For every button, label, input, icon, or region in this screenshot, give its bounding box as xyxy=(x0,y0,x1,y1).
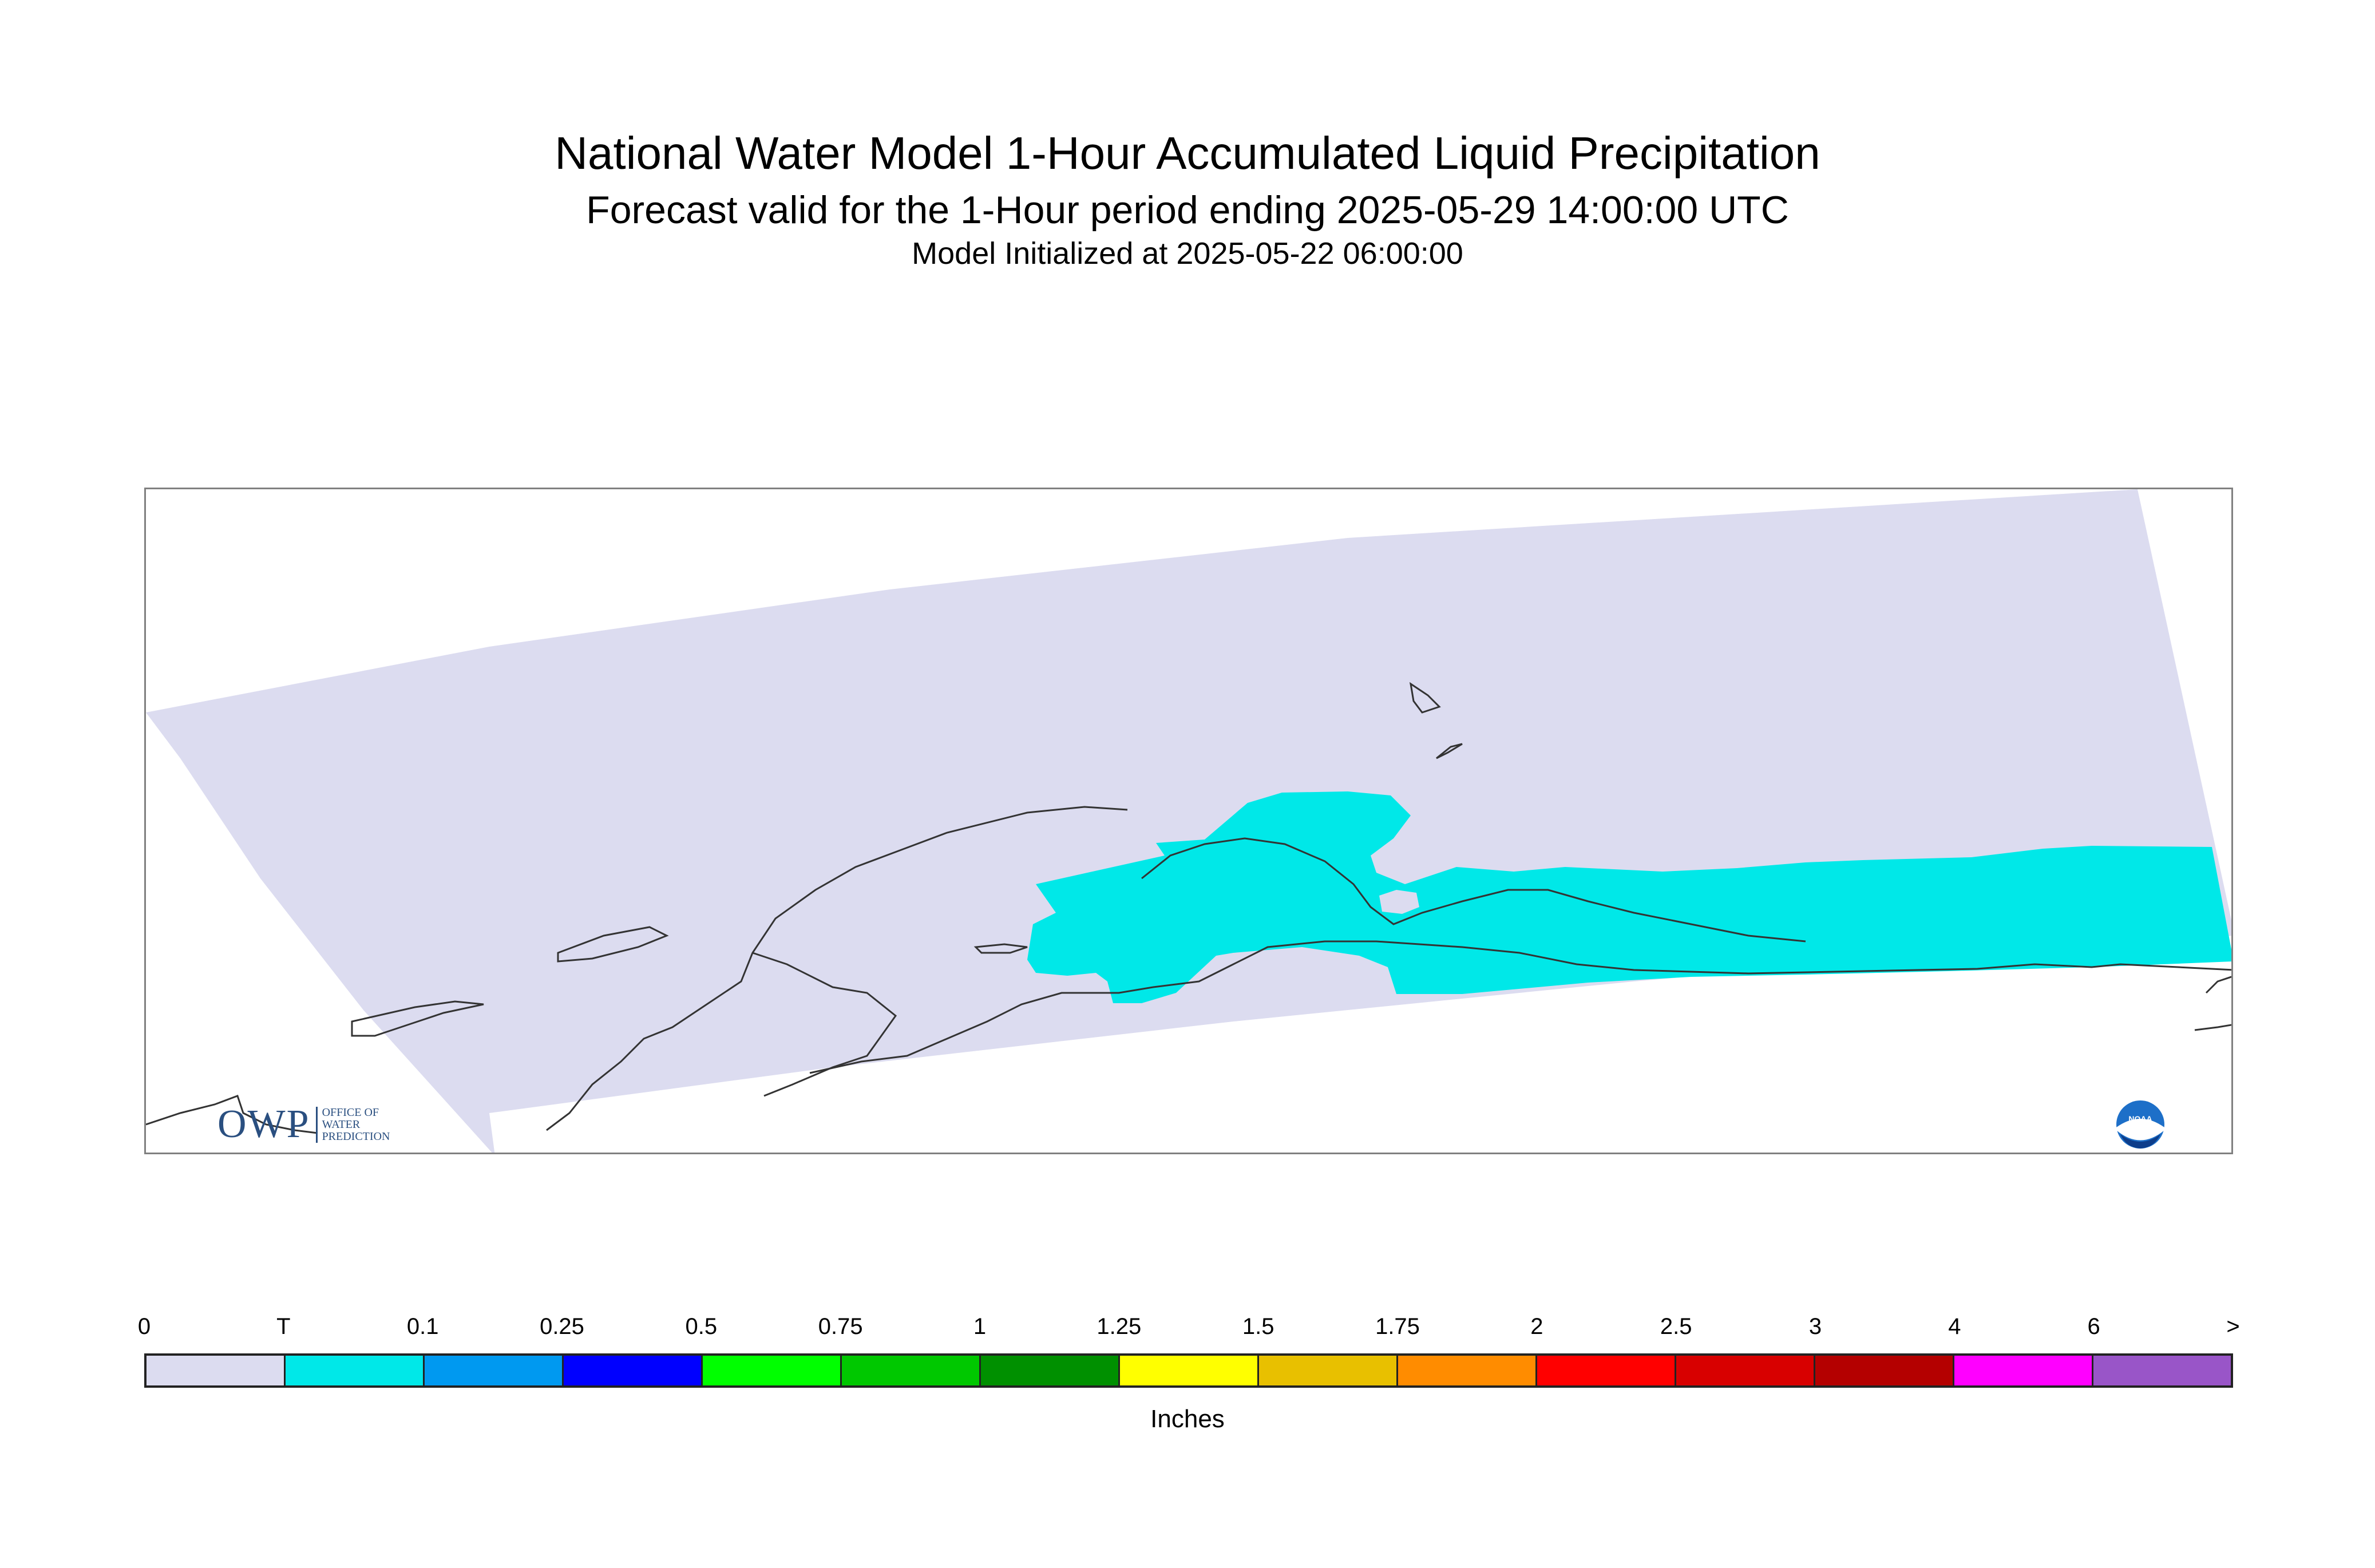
noaa-logo-lower xyxy=(2120,1134,2160,1149)
colorbar-swatch xyxy=(286,1356,425,1385)
map-title: National Water Model 1-Hour Accumulated … xyxy=(555,128,1820,179)
colorbar-tick-label: 0.5 xyxy=(685,1314,718,1339)
owp-line-1: OFFICE OF xyxy=(322,1106,379,1119)
noaa-logo: NOAA xyxy=(2116,1100,2164,1149)
precip-area-trace xyxy=(1027,791,2231,1003)
coastline-alaska-peninsula xyxy=(809,940,2231,1074)
colorbar-swatch xyxy=(1120,1356,1259,1385)
domain-outside-left xyxy=(146,712,492,1153)
owp-line-2: WATER xyxy=(322,1118,361,1131)
coastline-west-peninsula xyxy=(752,952,897,1097)
colorbar-tick-label: 3 xyxy=(1808,1314,1822,1339)
colorbar-tick-label: 0.1 xyxy=(406,1314,439,1339)
colorbar-swatch xyxy=(1259,1356,1398,1385)
colorbar-swatch xyxy=(2093,1356,2231,1385)
colorbar-tick-label: > xyxy=(2226,1314,2240,1339)
map-canvas xyxy=(146,489,2231,1153)
colorbar-tick-label: 0 xyxy=(137,1314,151,1339)
colorbar-tick-label: T xyxy=(276,1314,291,1339)
colorbar-tick-label: 0.75 xyxy=(818,1314,863,1339)
model-domain-area xyxy=(146,489,2231,1153)
owp-logo-subtext: OFFICE OF WATER PREDICTION xyxy=(315,1106,390,1143)
map-subtitle: Forecast valid for the 1-Hour period end… xyxy=(586,188,1789,232)
map-panel: OWP OFFICE OF WATER PREDICTION NOAA xyxy=(144,488,2233,1154)
colorbar-swatch xyxy=(425,1356,564,1385)
colorbar-tick-label: 1.25 xyxy=(1097,1314,1142,1339)
island-small-north-1 xyxy=(1409,682,1441,714)
colorbar-units: Inches xyxy=(1150,1405,1225,1433)
coastline-southwest-corner xyxy=(146,1095,318,1134)
colorbar-swatch xyxy=(564,1356,703,1385)
owp-logo-letters: OWP xyxy=(217,1102,310,1146)
colorbar-swatch xyxy=(1676,1356,1815,1385)
colorbar-tick-label: 2 xyxy=(1530,1314,1543,1339)
owp-logo: OWP OFFICE OF WATER PREDICTION xyxy=(217,1102,390,1146)
colorbar-swatch xyxy=(147,1356,286,1385)
precip-gap-island xyxy=(1379,890,1419,914)
colorbar-swatch xyxy=(1537,1356,1676,1385)
colorbar-tick-label: 1.75 xyxy=(1375,1314,1420,1339)
colorbar-tick-label: 4 xyxy=(1948,1314,1961,1339)
colorbar-swatch xyxy=(1815,1356,1954,1385)
noaa-logo-gull xyxy=(2116,1119,2164,1141)
noaa-logo-text: NOAA xyxy=(2128,1114,2152,1123)
colorbar-tick-label: 6 xyxy=(2087,1314,2100,1339)
colorbar-swatch xyxy=(703,1356,842,1385)
precip-colorbar xyxy=(144,1353,2233,1388)
colorbar-tick-label: 2.5 xyxy=(1660,1314,1692,1339)
colorbar-swatch xyxy=(842,1356,981,1385)
colorbar-tick-label: 1.5 xyxy=(1242,1314,1274,1339)
island-kuskokwim xyxy=(973,943,1028,954)
coastline-east-edge xyxy=(2194,976,2231,1031)
island-st-lawrence xyxy=(351,1000,484,1037)
colorbar-swatch xyxy=(981,1356,1120,1385)
colorbar-swatch xyxy=(1398,1356,1537,1385)
colorbar-tick-label: 0.25 xyxy=(540,1314,584,1339)
colorbar-tick-label: 1 xyxy=(973,1314,987,1339)
coastline-southcentral xyxy=(1141,837,1806,943)
owp-line-3: PREDICTION xyxy=(322,1130,390,1143)
coastline-group xyxy=(146,682,2231,1134)
colorbar-swatch xyxy=(1954,1356,2093,1385)
island-nunivak xyxy=(557,926,669,963)
island-small-north-2 xyxy=(1436,743,1463,759)
model-init-text: Model Initialized at 2025-05-22 06:00:00 xyxy=(912,236,1463,271)
